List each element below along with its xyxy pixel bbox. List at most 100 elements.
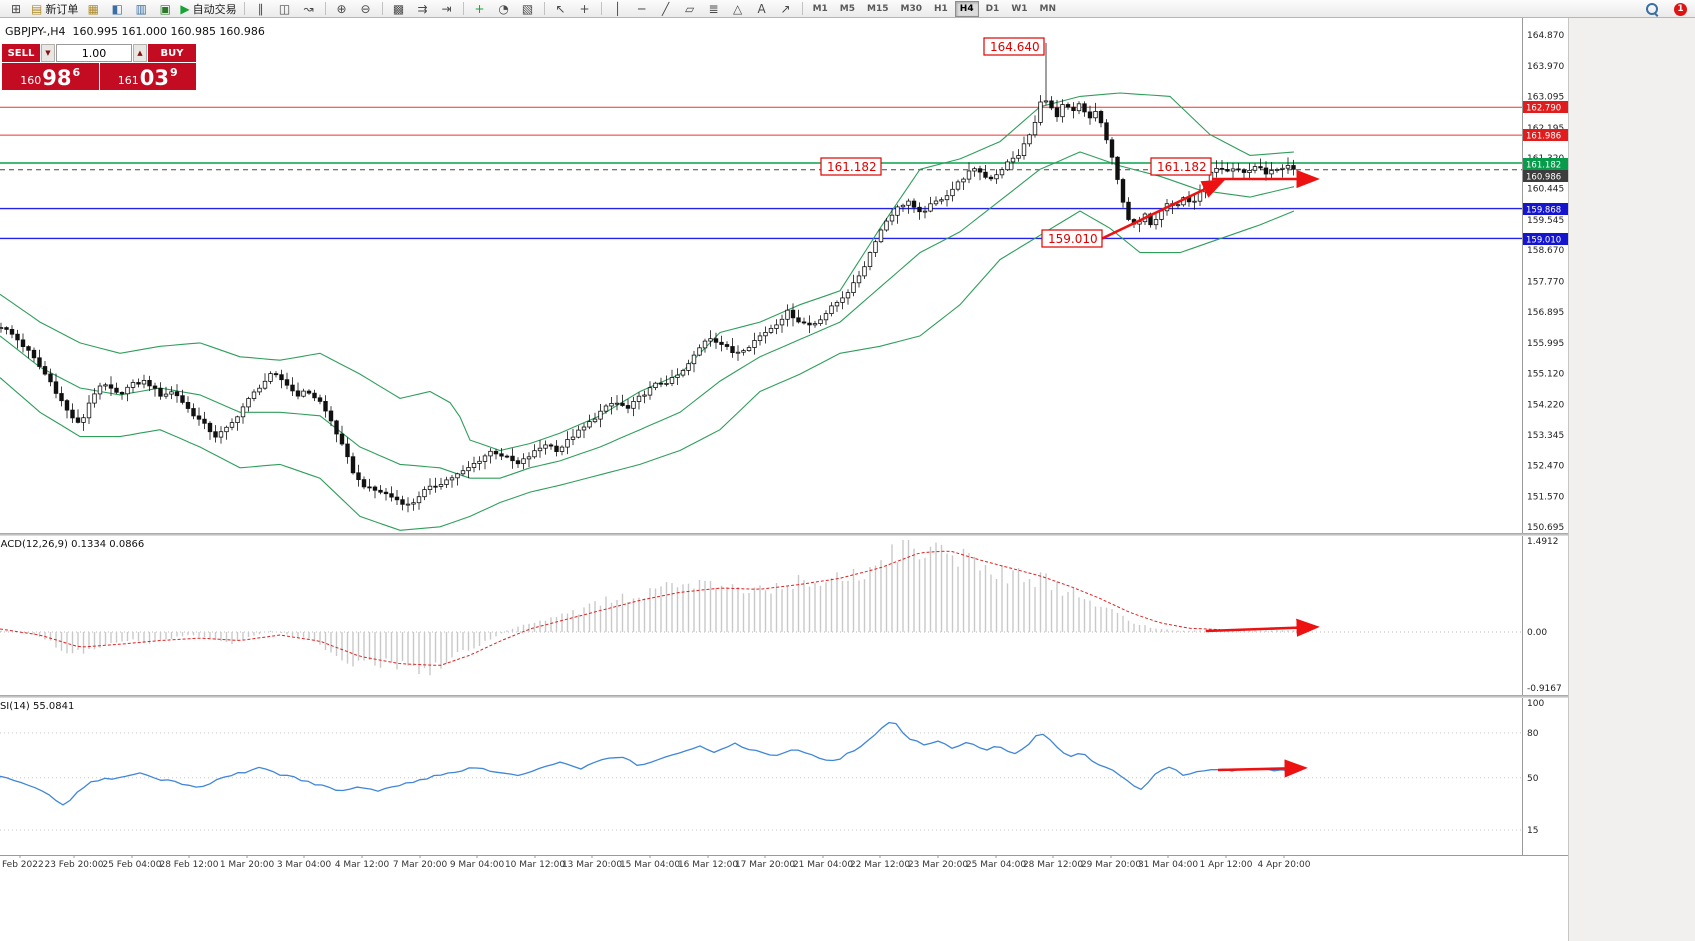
timeframe-m5-button[interactable]: M5 — [839, 3, 856, 14]
tile-windows-button[interactable]: ▩ — [387, 0, 411, 18]
sell-price-pips: 98 — [42, 66, 72, 90]
zoom-in-button[interactable]: ⊕ — [330, 0, 354, 18]
sell-price-integer: 160 — [20, 74, 42, 87]
data-window-icon: ◧ — [111, 1, 124, 16]
svg-text:159.010: 159.010 — [1048, 232, 1098, 246]
svg-text:80: 80 — [1527, 729, 1539, 739]
sell-button[interactable]: SELL — [2, 44, 40, 62]
rsi-label: RSI(14) 55.0841 — [0, 701, 75, 712]
toolbar-separator — [243, 2, 245, 15]
tile-windows-icon: ▩ — [392, 1, 405, 16]
svg-text:9 Mar 04:00: 9 Mar 04:00 — [450, 860, 505, 870]
svg-text:163.095: 163.095 — [1527, 93, 1564, 103]
crosshair-icon: + — [579, 1, 590, 16]
buy-price-integer: 161 — [117, 74, 139, 87]
svg-text:15 Mar 04:00: 15 Mar 04:00 — [620, 860, 680, 870]
zoom-out-button[interactable]: ⊖ — [354, 0, 378, 18]
svg-text:23 Feb 20:00: 23 Feb 20:00 — [44, 860, 103, 870]
shapes-button[interactable]: △ — [726, 0, 750, 18]
line-chart-icon: ↝ — [303, 1, 314, 16]
volume-input[interactable] — [56, 44, 132, 62]
timeframe-m15-button[interactable]: M15 — [867, 3, 889, 14]
trendline-button[interactable]: ╱ — [654, 0, 678, 18]
terminal-button[interactable]: ▣ — [153, 0, 177, 18]
svg-text:-0.9167: -0.9167 — [1527, 684, 1562, 694]
svg-text:50: 50 — [1527, 774, 1539, 784]
svg-text:156.895: 156.895 — [1527, 308, 1564, 318]
channel-button[interactable]: ▱ — [678, 0, 702, 18]
candlestick-chart-button[interactable]: ◫ — [273, 0, 297, 18]
timeframe-w1-button[interactable]: W1 — [1011, 3, 1028, 14]
chart-shift-icon: ⇥ — [441, 1, 452, 16]
vertical-line-icon: │ — [613, 1, 622, 16]
navigator-button[interactable]: ▥ — [129, 0, 153, 18]
templates-button[interactable]: ▧ — [516, 0, 540, 18]
svg-text:3 Mar 04:00: 3 Mar 04:00 — [277, 860, 332, 870]
svg-text:100: 100 — [1527, 699, 1544, 709]
sell-price-point: 6 — [72, 66, 81, 79]
horizontal-line-button[interactable]: ─ — [630, 0, 654, 18]
price-chart-pane[interactable]: 164.640 161.182 161.182 159.010 — [0, 18, 1522, 533]
svg-text:1 Apr 12:00: 1 Apr 12:00 — [1200, 860, 1253, 870]
timeframe-mn-button[interactable]: MN — [1039, 3, 1057, 14]
market-watch-button[interactable]: ▦ — [81, 0, 105, 18]
new-order-icon: ▤ — [31, 1, 43, 16]
pane-splitter[interactable] — [0, 533, 1568, 536]
text-icon: A — [757, 1, 766, 16]
svg-text:29 Mar 20:00: 29 Mar 20:00 — [1081, 860, 1141, 870]
rsi-pane[interactable] — [0, 698, 1522, 855]
zoom-out-icon: ⊖ — [360, 1, 371, 16]
volume-decrease-button[interactable]: ▼ — [41, 44, 55, 62]
svg-text:0.00: 0.00 — [1527, 628, 1547, 638]
toolbar-button-group: ⊞ ▤ 新订单 ▦ ◧ ▥ ▣ ▶ 自动交易 ∥ ◫ ↝ ⊕ ⊖ ▩ ⇉ ⇥ + ◔ ▧ ↖ + │ ─ ╱ ▱ ≣ △ A ↗ M1 M5 M… — [4, 0, 1062, 18]
svg-text:23 Mar 20:00: 23 Mar 20:00 — [908, 860, 968, 870]
price-axis[interactable]: 164.870163.970163.095162.195161.320160.4… — [1522, 18, 1568, 873]
toolbar-separator — [543, 2, 545, 15]
buy-price-button[interactable]: 161 03 9 — [99, 63, 196, 90]
autotrade-button[interactable]: ▶ 自动交易 — [177, 0, 239, 18]
buy-button[interactable]: BUY — [148, 44, 196, 62]
svg-text:7 Mar 20:00: 7 Mar 20:00 — [393, 860, 448, 870]
volume-increase-button[interactable]: ▲ — [133, 44, 147, 62]
data-window-button[interactable]: ◧ — [105, 0, 129, 18]
toolbar-separator — [324, 2, 326, 15]
svg-text:4 Apr 20:00: 4 Apr 20:00 — [1258, 860, 1311, 870]
svg-text:162.195: 162.195 — [1527, 124, 1564, 134]
horizontal-line-icon: ─ — [637, 1, 646, 16]
timeframe-m1-button[interactable]: M1 — [812, 3, 828, 14]
svg-text:151.570: 151.570 — [1527, 493, 1564, 503]
toolbar-separator — [462, 2, 464, 15]
svg-text:158.670: 158.670 — [1527, 246, 1564, 256]
svg-text:161.182: 161.182 — [1157, 160, 1207, 174]
auto-scroll-button[interactable]: ⇉ — [411, 0, 435, 18]
pane-splitter[interactable] — [0, 695, 1568, 698]
svg-text:25 Feb 04:00: 25 Feb 04:00 — [102, 860, 161, 870]
periods-button[interactable]: ◔ — [492, 0, 516, 18]
arrows-button[interactable]: ↗ — [774, 0, 798, 18]
channel-icon: ▱ — [684, 1, 695, 16]
vertical-line-button[interactable]: │ — [606, 0, 630, 18]
timeframe-m30-button[interactable]: M30 — [900, 3, 922, 14]
sell-price-button[interactable]: 160 98 6 — [2, 63, 99, 90]
search-button[interactable] — [1640, 0, 1664, 18]
svg-text:1 Mar 20:00: 1 Mar 20:00 — [220, 860, 275, 870]
timeframe-d1-button[interactable]: D1 — [985, 3, 1000, 14]
macd-pane[interactable] — [0, 536, 1522, 695]
chart-shift-button[interactable]: ⇥ — [435, 0, 459, 18]
text-button[interactable]: A — [750, 0, 774, 18]
notification-badge[interactable]: 1 — [1674, 2, 1687, 16]
crosshair-button[interactable]: + — [573, 0, 597, 18]
candlestick-chart-icon: ◫ — [278, 1, 291, 16]
timeframe-h4-button[interactable]: H4 — [954, 0, 979, 17]
fibonacci-button[interactable]: ≣ — [702, 0, 726, 18]
indicators-button[interactable]: + — [468, 0, 492, 18]
new-order-button[interactable]: ▤ 新订单 — [28, 0, 81, 18]
svg-text:28 Mar 12:00: 28 Mar 12:00 — [1023, 860, 1083, 870]
timeframe-h1-button[interactable]: H1 — [933, 3, 948, 14]
new-chart-button[interactable]: ⊞ — [4, 0, 28, 18]
bar-chart-button[interactable]: ∥ — [249, 0, 273, 18]
cursor-button[interactable]: ↖ — [549, 0, 573, 18]
svg-text:164.870: 164.870 — [1527, 31, 1564, 41]
line-chart-button[interactable]: ↝ — [297, 0, 321, 18]
